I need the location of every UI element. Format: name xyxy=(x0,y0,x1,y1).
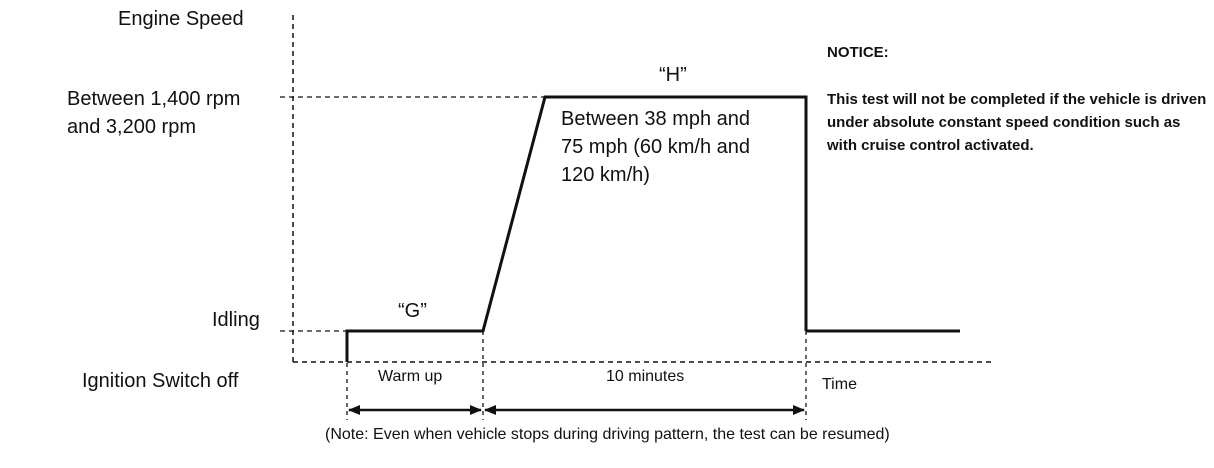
ignition-switch-off-label: Ignition Switch off xyxy=(82,370,239,392)
phase-g-label: “G” xyxy=(398,300,427,322)
speed-range-line2: 75 mph (60 km/h and xyxy=(561,136,750,158)
idling-label: Idling xyxy=(212,309,260,331)
time-axis-label: Time xyxy=(822,376,857,393)
ten-minutes-label: 10 minutes xyxy=(606,368,685,385)
notice-body: This test will not be completed if the v… xyxy=(827,91,1207,154)
speed-range-line3: 120 km/h) xyxy=(561,164,650,186)
engine-speed-axis-title: Engine Speed xyxy=(118,8,244,30)
resume-note: (Note: Even when vehicle stops during dr… xyxy=(325,426,890,443)
engine-speed-profile-line xyxy=(345,95,808,362)
high-rpm-label-line2: and 3,200 rpm xyxy=(67,116,196,138)
high-rpm-label-line1: Between 1,400 rpm xyxy=(67,88,241,110)
notice-title: NOTICE: xyxy=(827,44,889,61)
phase-h-label: “H” xyxy=(659,64,687,86)
warm-up-label: Warm up xyxy=(378,368,443,385)
speed-range-line1: Between 38 mph and xyxy=(561,108,751,130)
